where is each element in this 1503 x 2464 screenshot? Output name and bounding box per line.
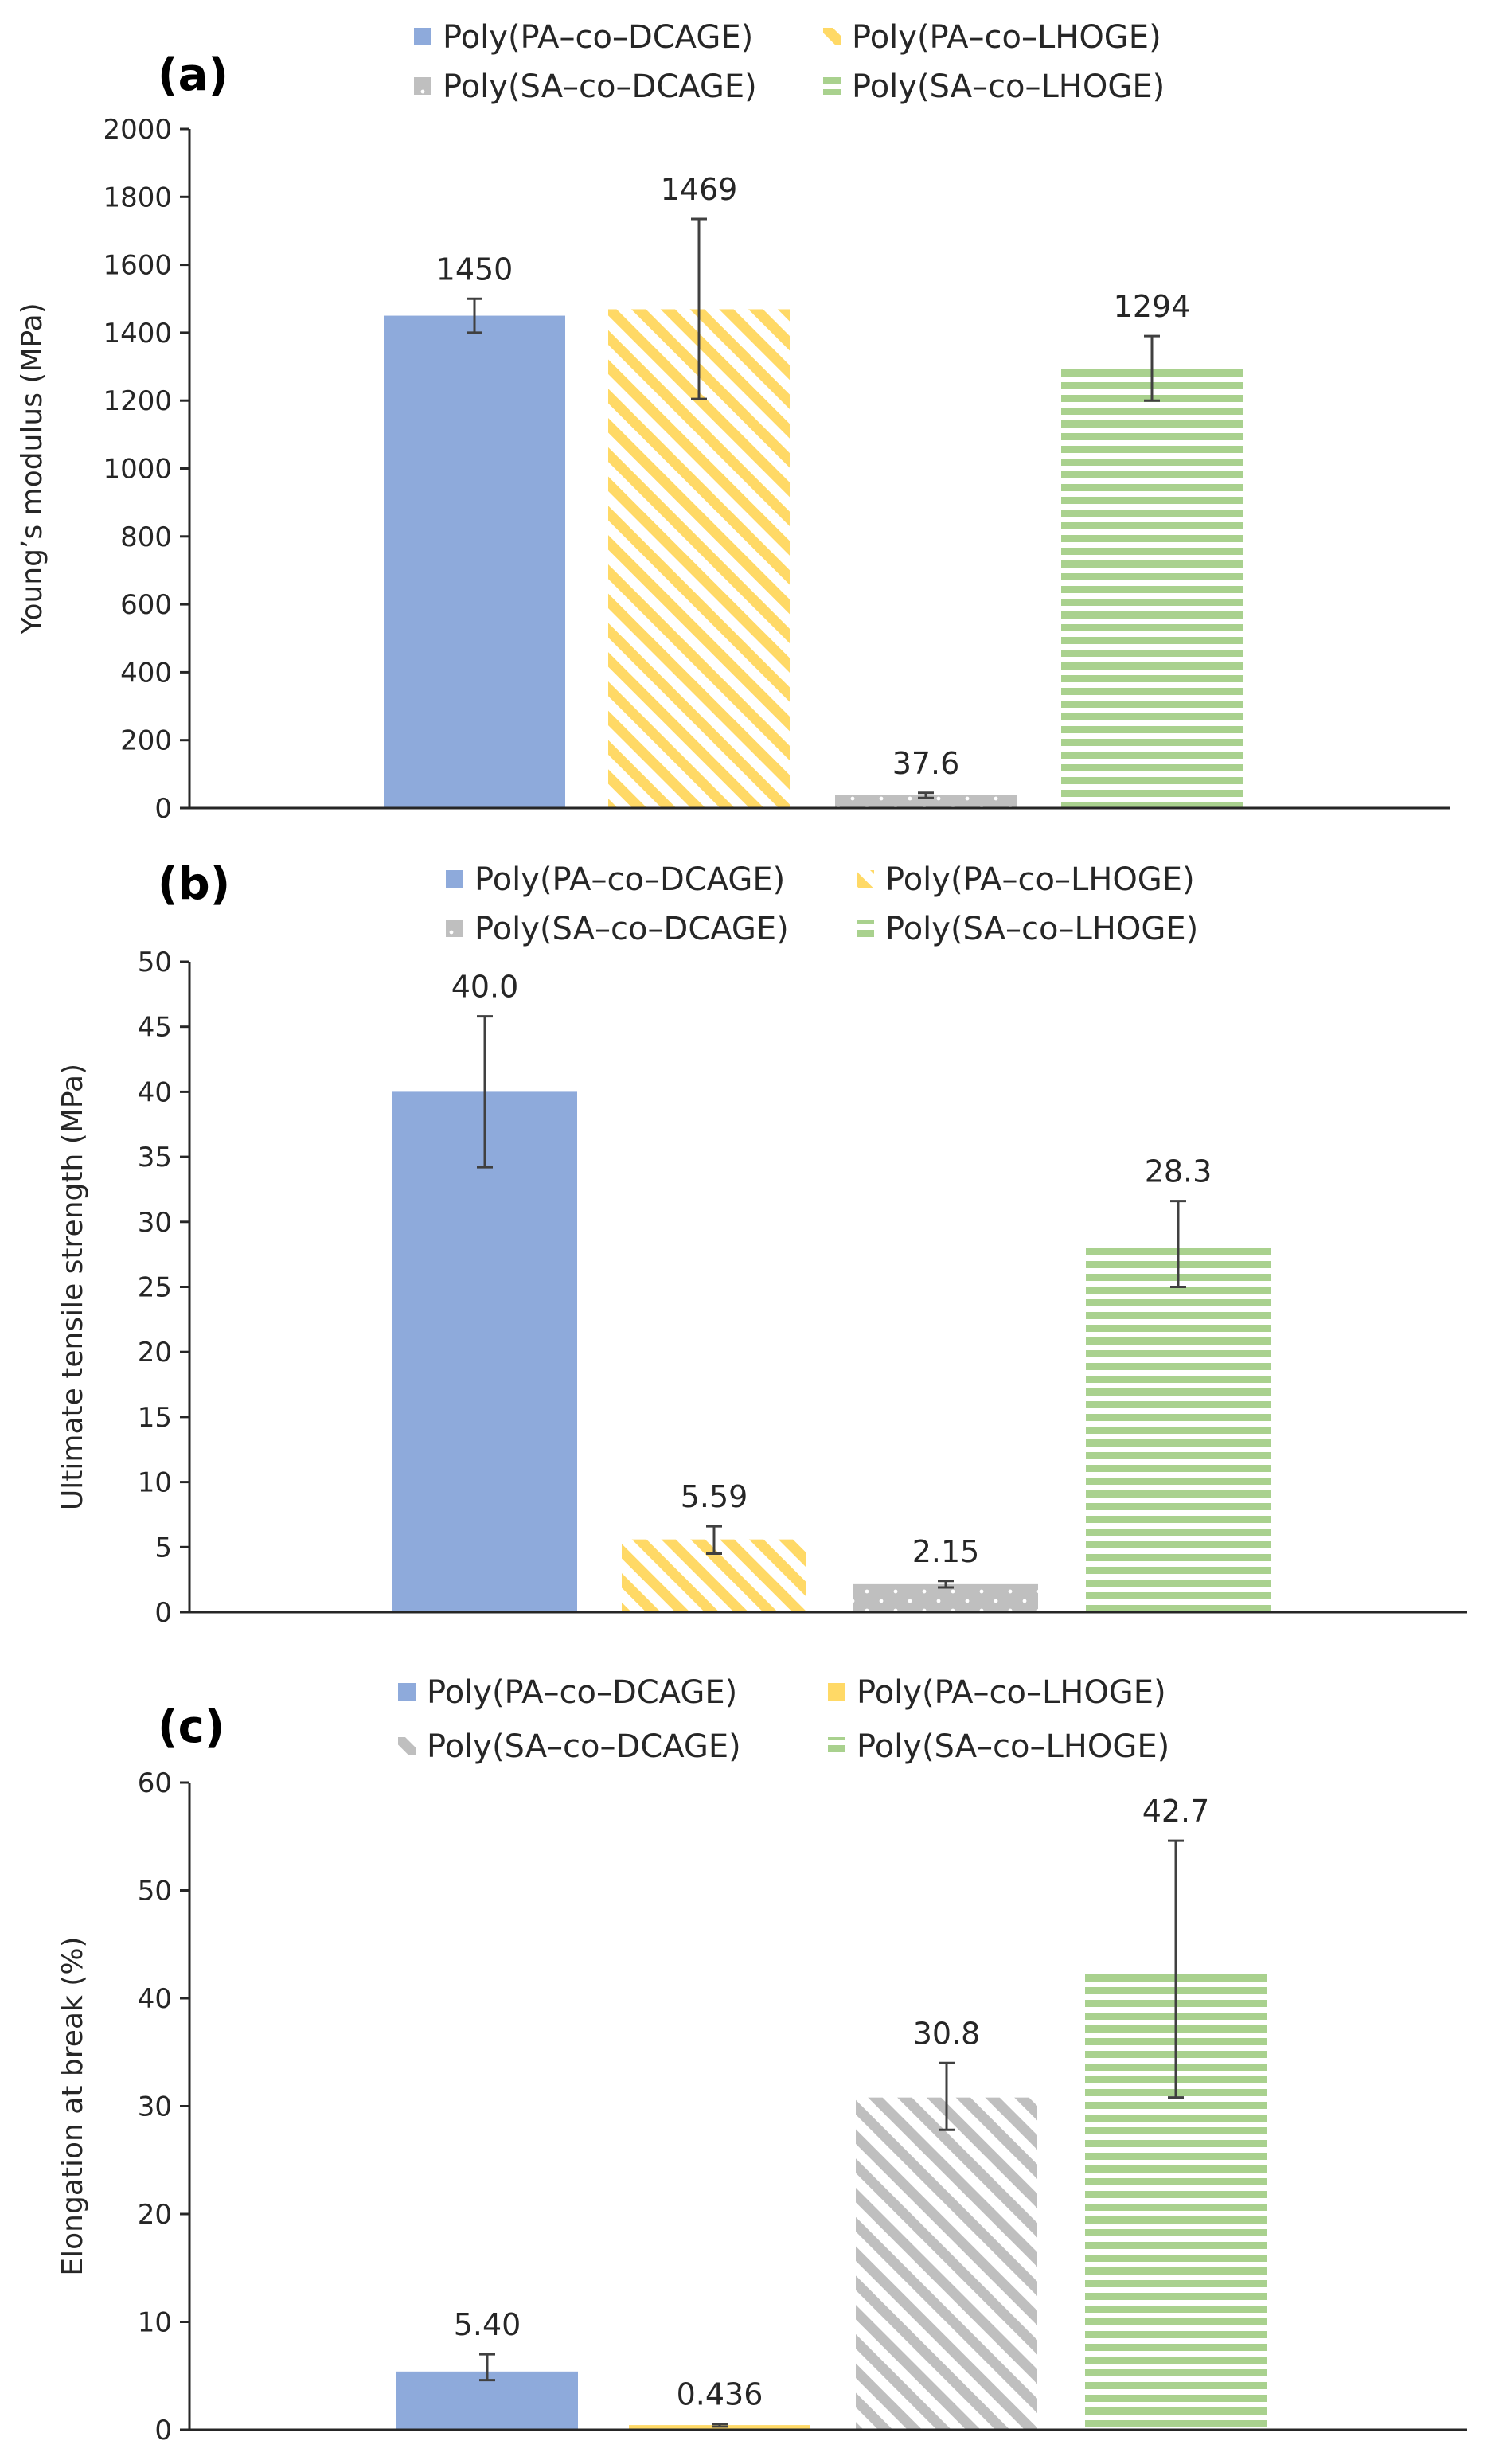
bar	[384, 315, 565, 808]
legend-label: Poly(PA–co–DCAGE)	[443, 19, 753, 56]
y-tick-label: 5	[154, 1532, 172, 1564]
panel-label: (c)	[158, 1701, 224, 1753]
y-tick-label: 800	[120, 521, 172, 553]
y-tick-label: 10	[138, 1467, 172, 1499]
data-label: 5.40	[454, 2307, 521, 2342]
y-tick-label: 35	[138, 1142, 172, 1173]
y-tick-label: 15	[138, 1402, 172, 1434]
y-tick-label: 60	[138, 1767, 172, 1799]
y-tick-label: 45	[138, 1012, 172, 1044]
y-axis-label: Young’s modulus (MPa)	[16, 303, 49, 635]
legend-swatch	[398, 1737, 416, 1755]
bar	[853, 1583, 1038, 1612]
legend-label: Poly(PA–co–DCAGE)	[474, 861, 785, 898]
legend-label: Poly(PA–co–LHOGE)	[885, 861, 1195, 898]
legend-swatch	[828, 1683, 845, 1701]
data-label: 0.436	[677, 2377, 763, 2412]
legend-swatch	[446, 870, 463, 888]
data-label: 1294	[1114, 289, 1191, 324]
y-tick-label: 200	[120, 725, 172, 757]
legend-swatch	[823, 77, 841, 95]
y-axis-label: Ultimate tensile strength (MPa)	[57, 1064, 89, 1510]
y-tick-label: 25	[138, 1272, 172, 1304]
legend-swatch	[857, 870, 874, 888]
data-label: 1469	[661, 172, 738, 207]
y-tick-label: 20	[138, 2199, 172, 2231]
legend-swatch	[828, 1737, 845, 1755]
data-label: 2.15	[912, 1534, 980, 1569]
data-label: 5.59	[681, 1479, 748, 1514]
y-tick-label: 50	[138, 1876, 172, 1908]
bar	[856, 2097, 1037, 2430]
y-tick-label: 1800	[103, 182, 172, 213]
chart-panel-2: (b) Poly(PA–co–DCAGE) Poly(PA–co–LHOGE) Pol…	[57, 858, 1467, 1629]
y-tick-label: 600	[120, 589, 172, 621]
y-tick-label: 10	[138, 2307, 172, 2339]
bar	[392, 1091, 577, 1612]
y-tick-label: 1200	[103, 385, 172, 417]
y-tick-label: 40	[138, 1076, 172, 1108]
legend-swatch	[823, 28, 841, 45]
panel-label: (b)	[158, 858, 230, 910]
data-label: 42.7	[1142, 1794, 1210, 1829]
legend-label: Poly(SA–co–LHOGE)	[885, 911, 1198, 947]
legend-swatch	[446, 920, 463, 937]
legend-swatch	[857, 920, 874, 937]
data-label: 28.3	[1145, 1154, 1212, 1189]
legend-label: Poly(SA–co–DCAGE)	[427, 1728, 741, 1765]
y-tick-label: 1000	[103, 454, 172, 486]
panel-label: (a)	[158, 49, 228, 101]
y-tick-label: 50	[138, 947, 172, 978]
legend-label: Poly(PA–co–LHOGE)	[857, 1674, 1166, 1711]
y-tick-label: 0	[154, 793, 172, 825]
y-tick-label: 400	[120, 657, 172, 689]
legend-swatch	[414, 28, 431, 45]
legend-label: Poly(SA–co–DCAGE)	[443, 68, 757, 105]
legend-label: Poly(PA–co–DCAGE)	[427, 1674, 737, 1711]
y-tick-label: 0	[154, 1597, 172, 1629]
bar	[1061, 369, 1243, 808]
legend-label: Poly(SA–co–LHOGE)	[857, 1728, 1169, 1765]
y-tick-label: 20	[138, 1337, 172, 1369]
chart-panel-1: (a) Poly(PA–co–DCAGE) Poly(PA–co–LHOGE) Pol…	[16, 19, 1450, 825]
bar	[835, 795, 1017, 808]
data-label: 40.0	[451, 970, 519, 1005]
y-tick-label: 2000	[103, 114, 172, 146]
legend-label: Poly(SA–co–LHOGE)	[852, 68, 1165, 105]
legend-swatch	[398, 1683, 416, 1701]
y-tick-label: 40	[138, 1983, 172, 2015]
data-label: 1450	[436, 252, 513, 287]
y-tick-label: 0	[154, 2415, 172, 2446]
y-tick-label: 30	[138, 1207, 172, 1239]
legend-label: Poly(PA–co–LHOGE)	[852, 19, 1161, 56]
data-label: 37.6	[892, 746, 960, 781]
bar	[1086, 1244, 1271, 1612]
data-label: 30.8	[913, 2016, 981, 2051]
y-tick-label: 30	[138, 2091, 172, 2123]
chart-panel-3: (c) Poly(PA–co–DCAGE) Poly(PA–co–LHOGE) Pol…	[57, 1674, 1467, 2446]
y-tick-label: 1400	[103, 318, 172, 349]
y-tick-label: 1600	[103, 250, 172, 282]
legend-label: Poly(SA–co–DCAGE)	[474, 911, 789, 947]
legend-swatch	[414, 77, 431, 95]
y-axis-label: Elongation at break (%)	[57, 1936, 89, 2275]
